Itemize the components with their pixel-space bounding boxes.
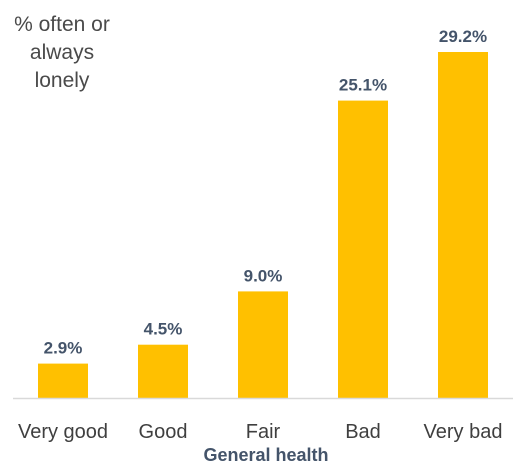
data-label-good: 4.5% <box>144 320 183 339</box>
bar-very-bad <box>438 52 488 398</box>
data-labels-group: 2.9% 4.5% 9.0% 25.1% 29.2% <box>44 27 487 358</box>
bars-group <box>38 52 488 398</box>
data-label-bad: 25.1% <box>339 76 387 95</box>
data-label-fair: 9.0% <box>244 266 283 285</box>
y-axis-label-line-2: always <box>30 41 94 64</box>
bar-fair <box>238 291 288 398</box>
bar-bad <box>338 100 388 398</box>
data-label-very-good: 2.9% <box>44 339 83 358</box>
data-label-very-bad: 29.2% <box>439 27 487 46</box>
x-tick-label-bad: Bad <box>345 421 381 443</box>
y-axis-label-line-1: % often or <box>14 13 110 36</box>
x-tick-label-good: Good <box>139 421 188 443</box>
y-axis-label-line-3: lonely <box>35 69 90 92</box>
y-axis-label: % often or always lonely <box>14 13 110 92</box>
bar-very-good <box>38 363 88 398</box>
x-tick-labels-group: Very good Good Fair Bad Very bad <box>18 421 503 443</box>
x-axis-title: General health <box>203 445 328 465</box>
x-tick-label-very-bad: Very bad <box>424 421 503 443</box>
x-tick-label-fair: Fair <box>246 421 281 443</box>
bar-good <box>138 344 188 398</box>
x-tick-label-very-good: Very good <box>18 421 108 443</box>
